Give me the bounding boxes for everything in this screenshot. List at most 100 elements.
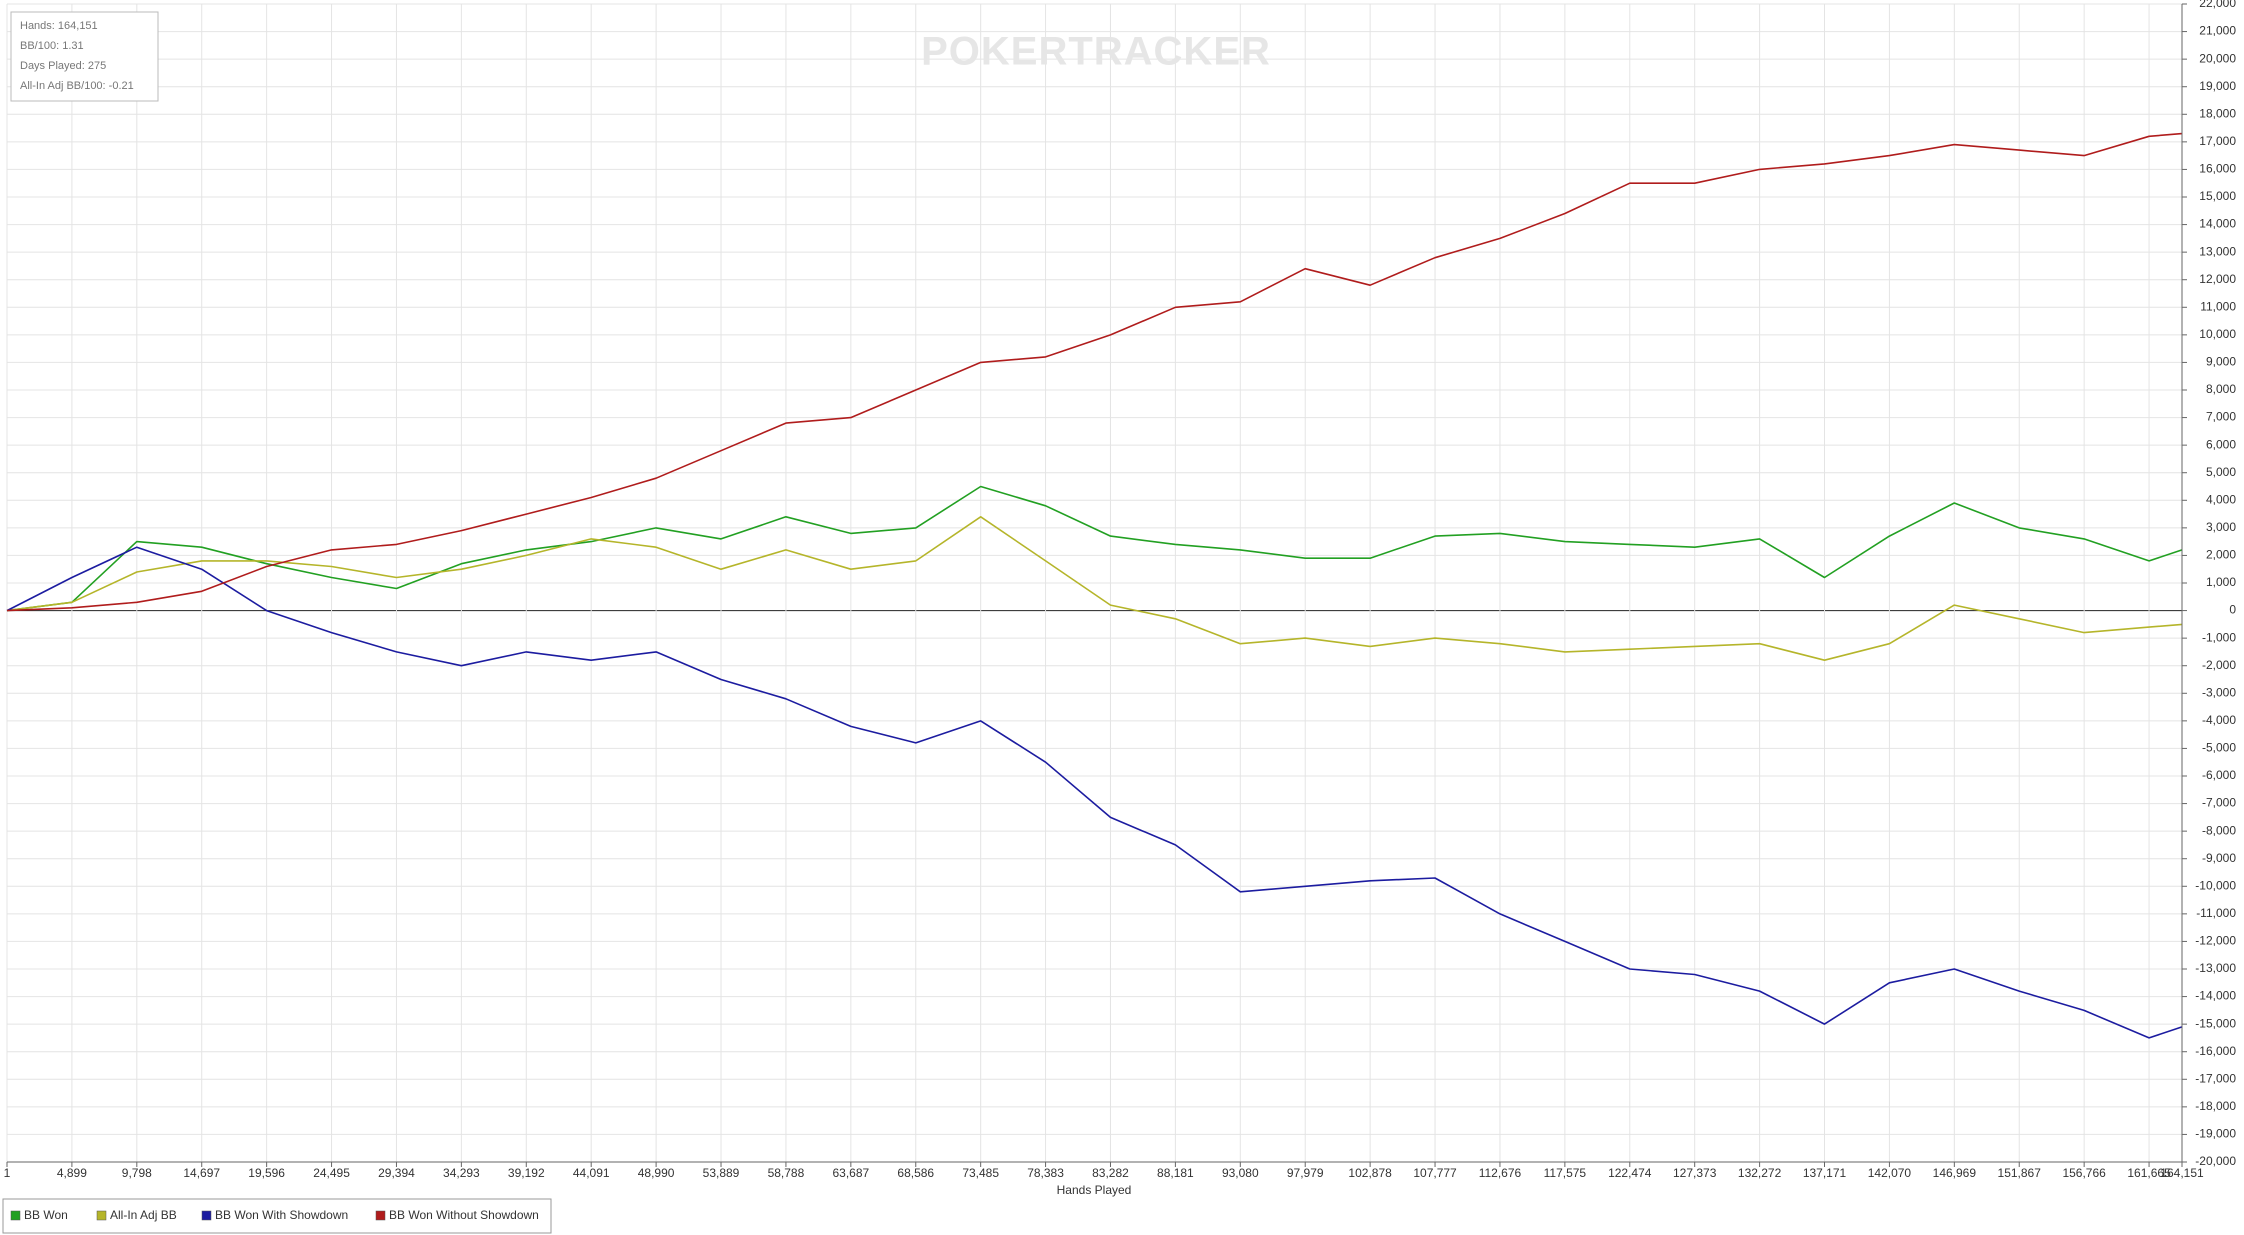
y-tick-label: -14,000	[2195, 989, 2236, 1003]
info-box	[10, 11, 159, 102]
x-tick-label: 117,575	[1544, 1166, 1587, 1180]
legend-swatch	[375, 1210, 386, 1221]
x-tick-label: 107,777	[1413, 1166, 1457, 1180]
y-tick-label: 21,000	[2199, 24, 2236, 38]
x-tick-label: 1	[4, 1166, 11, 1180]
x-tick-label: 161,665	[2127, 1166, 2171, 1180]
y-tick-label: 0	[2229, 603, 2236, 617]
y-tick-label: -10,000	[2195, 878, 2236, 892]
legend-swatch	[96, 1210, 107, 1221]
legend-label: BB Won Without Showdown	[389, 1208, 539, 1222]
y-tick-label: -17,000	[2195, 1071, 2236, 1085]
x-tick-label: 78,383	[1027, 1166, 1064, 1180]
x-tick-label: 146,969	[1933, 1166, 1977, 1180]
x-tick-label: 164,151	[2160, 1166, 2204, 1180]
x-tick-label: 88,181	[1157, 1166, 1194, 1180]
y-tick-label: 7,000	[2206, 410, 2236, 424]
x-tick-label: 48,990	[638, 1166, 675, 1180]
x-tick-label: 14,697	[183, 1166, 220, 1180]
y-tick-label: -13,000	[2195, 961, 2236, 975]
y-tick-label: 4,000	[2206, 492, 2236, 506]
legend-swatch	[201, 1210, 212, 1221]
series-line	[6, 546, 2183, 1039]
y-tick-label: 2,000	[2206, 548, 2236, 562]
x-tick-label: 127,373	[1673, 1166, 1717, 1180]
grid	[6, 3, 2183, 1163]
y-tick-label: 1,000	[2206, 575, 2236, 589]
y-tick-label: -5,000	[2202, 741, 2236, 755]
y-tick-label: 20,000	[2199, 51, 2236, 65]
y-tick-label: -7,000	[2202, 796, 2236, 810]
y-tick-label: -12,000	[2195, 934, 2236, 948]
y-tick-label: -1,000	[2202, 630, 2236, 644]
y-tick-label: -9,000	[2202, 851, 2236, 865]
x-tick-label: 132,272	[1738, 1166, 1782, 1180]
legend: BB Won All-In Adj BB BB Won With Showdown B…	[10, 1208, 539, 1222]
x-tick-label: 156,766	[2062, 1166, 2106, 1180]
y-tick-label: -3,000	[2202, 685, 2236, 699]
legend-label: BB Won With Showdown	[215, 1208, 348, 1222]
series-line	[6, 132, 2183, 612]
legend-label: All-In Adj BB	[110, 1208, 177, 1222]
y-tick-label: -2,000	[2202, 658, 2236, 672]
x-tick-label: 29,394	[378, 1166, 415, 1180]
info-line: All-In Adj BB/100: -0.21	[20, 80, 134, 92]
y-tick-label: -15,000	[2195, 1016, 2236, 1030]
y-tick-label: -8,000	[2202, 823, 2236, 837]
legend-label: BB Won	[24, 1208, 68, 1222]
legend-box	[2, 1198, 552, 1234]
y-tick-label: 15,000	[2199, 189, 2236, 203]
x-tick-label: 34,293	[443, 1166, 480, 1180]
y-tick-label: 18,000	[2199, 106, 2236, 120]
legend-swatch	[10, 1210, 21, 1221]
x-tick-label: 83,282	[1092, 1166, 1129, 1180]
x-tick-label: 122,474	[1608, 1166, 1652, 1180]
series-line	[6, 516, 2183, 661]
y-tick-label: -16,000	[2195, 1044, 2236, 1058]
series-line	[6, 485, 2183, 612]
x-tick-label: 9,798	[122, 1166, 152, 1180]
x-tick-label: 44,091	[573, 1166, 610, 1180]
y-tick-label: 16,000	[2199, 162, 2236, 176]
y-tick-label: -20,000	[2195, 1154, 2236, 1168]
lines	[6, 132, 2183, 1039]
x-tick-label: 97,979	[1287, 1166, 1324, 1180]
x-tick-label: 93,080	[1222, 1166, 1259, 1180]
x-tick-label: 102,878	[1348, 1166, 1392, 1180]
axes: -20,000 -19,000 -18,000 -17,000 -16,000 -15,0…	[4, 0, 2237, 1180]
y-tick-label: 9,000	[2206, 355, 2236, 369]
info-text: Hands: 164,151 BB/100: 1.31 Days Played: 2…	[20, 20, 134, 92]
x-tick-label: 73,485	[962, 1166, 999, 1180]
y-tick-label: 6,000	[2206, 437, 2236, 451]
x-tick-label: 39,192	[508, 1166, 545, 1180]
y-tick-label: 12,000	[2199, 272, 2236, 286]
y-tick-label: 3,000	[2206, 520, 2236, 534]
x-tick-label: 63,687	[832, 1166, 869, 1180]
watermark: POKERTRACKER	[921, 30, 1271, 74]
x-tick-label: 24,495	[313, 1166, 350, 1180]
x-tick-label: 151,867	[1998, 1166, 2042, 1180]
y-tick-label: -4,000	[2202, 713, 2236, 727]
y-tick-label: 14,000	[2199, 217, 2236, 231]
y-tick-label: -19,000	[2195, 1127, 2236, 1141]
x-tick-label: 19,596	[248, 1166, 285, 1180]
x-tick-label: 58,788	[768, 1166, 805, 1180]
y-tick-label: 5,000	[2206, 465, 2236, 479]
x-tick-label: 112,676	[1479, 1166, 1522, 1180]
y-tick-label: 22,000	[2199, 0, 2236, 10]
y-tick-label: 8,000	[2206, 382, 2236, 396]
y-tick-label: 10,000	[2199, 327, 2236, 341]
x-tick-label: 68,586	[897, 1166, 934, 1180]
y-tick-label: -6,000	[2202, 768, 2236, 782]
y-tick-label: -11,000	[2196, 906, 2236, 920]
y-tick-label: 11,000	[2200, 299, 2236, 313]
x-tick-label: 142,070	[1868, 1166, 1912, 1180]
y-tick-label: 17,000	[2199, 134, 2236, 148]
info-line: BB/100: 1.31	[20, 40, 84, 52]
y-tick-label: 13,000	[2199, 244, 2236, 258]
info-line: Hands: 164,151	[20, 20, 98, 32]
y-tick-label: -18,000	[2195, 1099, 2236, 1113]
x-tick-label: 53,889	[703, 1166, 740, 1180]
